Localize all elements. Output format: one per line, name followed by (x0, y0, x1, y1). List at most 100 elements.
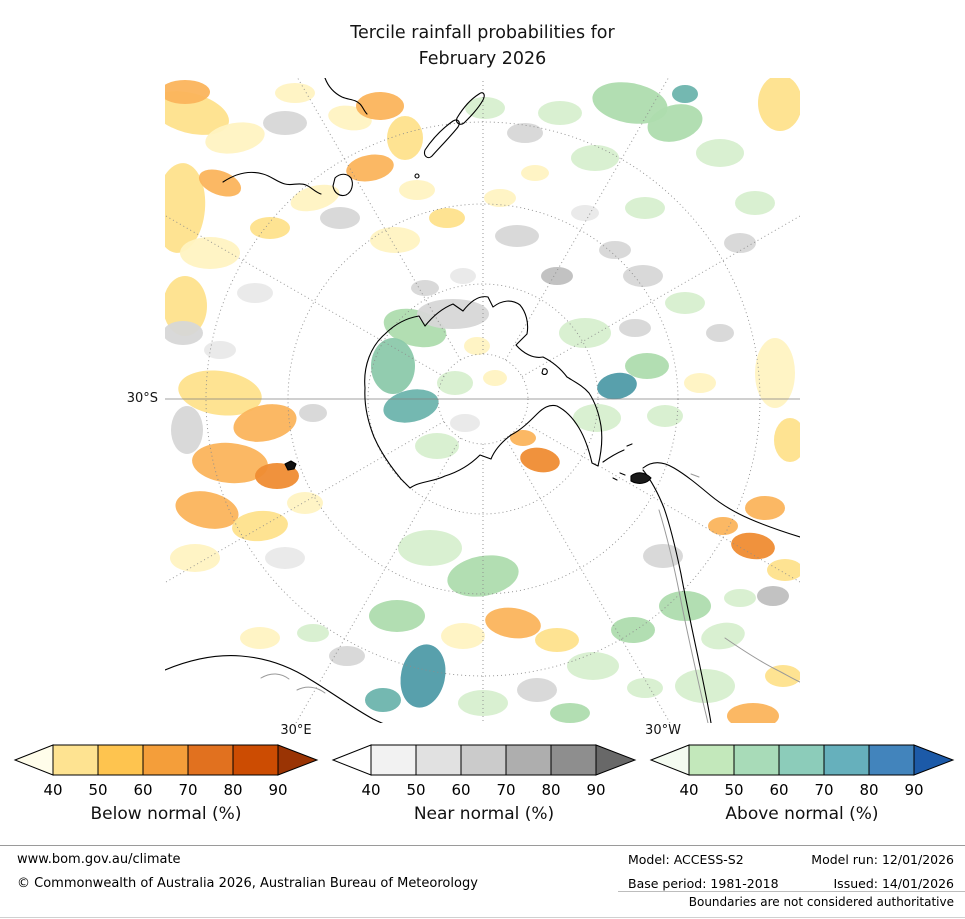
probability-blob (535, 628, 579, 652)
colorbar-segment (550, 744, 597, 776)
probability-blob (383, 389, 439, 423)
colorbar-segment (460, 744, 507, 776)
latitude-label-30s: 30°S (126, 391, 158, 406)
tick-label: 60 (133, 781, 153, 799)
probability-blob (287, 492, 323, 514)
probability-blob (400, 644, 446, 708)
colorbar-segment (52, 744, 99, 776)
probability-blob (346, 154, 394, 182)
probability-blob (290, 184, 340, 212)
chart-title-line1: Tercile rainfall probabilities for (350, 23, 615, 43)
probability-blob (175, 491, 239, 529)
colorbar-segment (142, 744, 189, 776)
probability-blob (521, 165, 549, 181)
probability-blob (696, 139, 744, 167)
probability-blob (611, 617, 655, 643)
tick-label: 40 (679, 781, 699, 799)
probability-blob (464, 337, 490, 355)
probability-blob (724, 233, 756, 253)
probability-blob (727, 703, 779, 723)
probability-blob (592, 82, 668, 124)
probability-blob (198, 169, 242, 197)
chart-title-line2: February 2026 (418, 49, 547, 69)
probability-blob (320, 207, 360, 229)
colorbar-segment (913, 744, 955, 776)
legend-below-title: Below normal (%) (90, 804, 242, 824)
colorbar-segment (688, 744, 735, 776)
legend-above-normal: 40 50 60 70 80 90 Above normal (%) (649, 742, 955, 837)
tick-label: 70 (496, 781, 516, 799)
tick-label: 50 (724, 781, 744, 799)
probability-blob (485, 607, 541, 639)
bottom-divider (0, 917, 965, 918)
probability-blob (757, 586, 789, 606)
probability-blob (665, 292, 705, 314)
legend-near-colorbar (331, 744, 637, 776)
probability-blob (240, 627, 280, 649)
probability-blob (369, 600, 425, 632)
probability-blob (417, 299, 489, 329)
colorbar-segment (370, 744, 417, 776)
longitude-label-30e: 30°E (280, 723, 312, 738)
colorbar-segment (187, 744, 234, 776)
probability-blob (165, 321, 203, 345)
australia-coastline (222, 171, 322, 195)
probability-blob (701, 622, 745, 650)
probability-blob (567, 652, 619, 680)
tick-label: 70 (178, 781, 198, 799)
colorbar-segment (649, 744, 690, 776)
probability-blob (765, 665, 800, 687)
probability-blob (571, 205, 599, 221)
colorbar-segment (505, 744, 552, 776)
probability-blob (647, 405, 683, 427)
tick-label: 50 (88, 781, 108, 799)
footer-model: Model: ACCESS-S2 (628, 852, 744, 867)
legend-below-ticks: 40 50 60 70 80 90 (13, 778, 319, 802)
colorbar-segment (778, 744, 825, 776)
footer-website: www.bom.gov.au/climate (17, 852, 181, 867)
probability-blob (541, 267, 573, 285)
probability-blob (437, 371, 473, 395)
antarctic-peninsula-islands (602, 443, 633, 481)
probability-blob (450, 268, 476, 284)
probability-blob (429, 208, 465, 228)
probability-blob (411, 280, 439, 296)
probability-blob (178, 370, 262, 416)
colorbar-segment (415, 744, 462, 776)
new-zealand-north-island (456, 92, 485, 125)
probability-blob (573, 404, 621, 432)
footer-boundaries-note: Boundaries are not considered authoritat… (688, 895, 954, 909)
colorbar-segment (277, 744, 319, 776)
probability-blob (672, 85, 698, 103)
probability-blob (619, 319, 651, 337)
footer-base-period: Base period: 1981-2018 (628, 876, 779, 891)
legend-near-ticks: 40 50 60 70 80 90 (331, 778, 637, 802)
probability-blob (275, 83, 315, 103)
probability-blob (550, 703, 590, 723)
probability-blob (165, 163, 206, 253)
probability-blob (398, 530, 462, 566)
colorbar-segment (733, 744, 780, 776)
probability-blob (329, 646, 365, 666)
probability-blob (415, 433, 459, 459)
small-island (414, 173, 420, 179)
probability-blob (647, 104, 703, 142)
probability-blob (441, 623, 485, 649)
probability-blob (507, 123, 543, 143)
probability-blob (204, 341, 236, 359)
probability-blob (265, 547, 305, 569)
probability-blob (510, 430, 536, 446)
new-zealand-south-island (424, 119, 460, 159)
footer-issued: Issued: 14/01/2026 (833, 876, 955, 891)
probability-blob (571, 145, 619, 171)
probability-blob (250, 217, 290, 239)
tasmania-coastline (332, 173, 353, 197)
map-blobs (165, 78, 800, 723)
tick-label: 80 (859, 781, 879, 799)
probability-blob (599, 241, 631, 259)
tick-label: 60 (769, 781, 789, 799)
probability-blob (724, 589, 756, 607)
probability-blob (520, 447, 560, 473)
probability-blob (708, 517, 738, 535)
footer-divider (0, 845, 965, 846)
